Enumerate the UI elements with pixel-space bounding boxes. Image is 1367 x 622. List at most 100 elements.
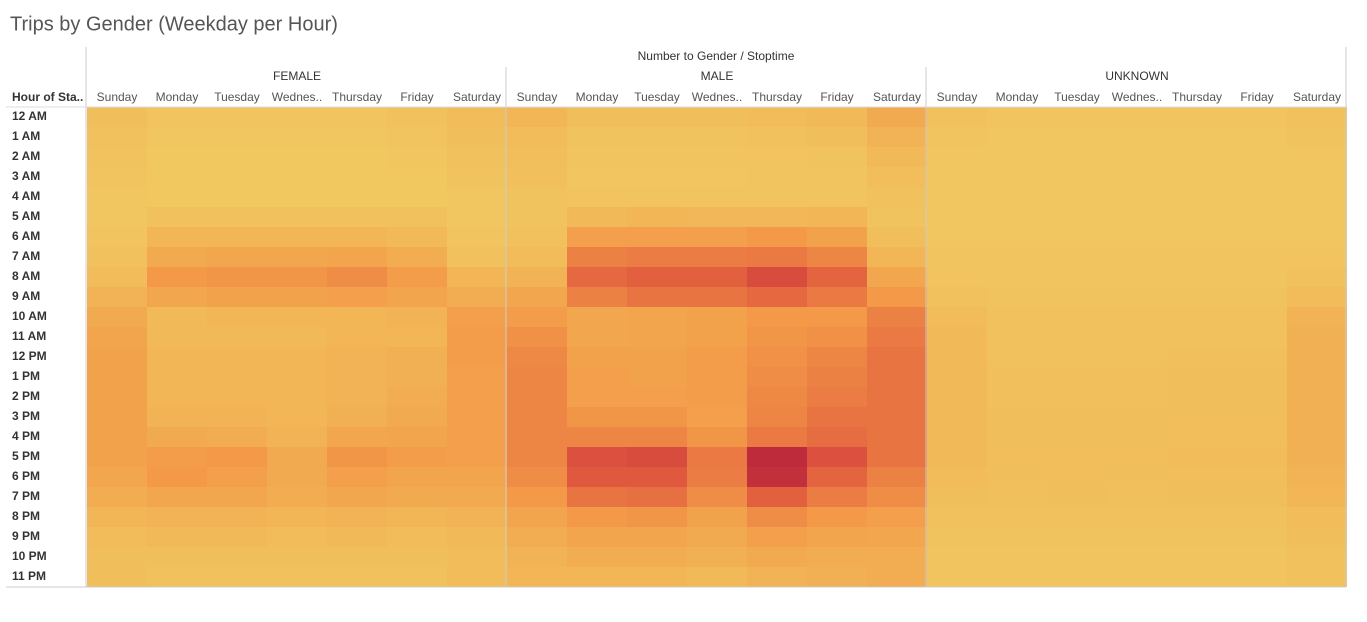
row-label: 9 PM xyxy=(12,529,40,543)
heat-cell xyxy=(687,527,747,547)
heat-cell xyxy=(387,187,447,207)
heat-cell xyxy=(327,267,387,287)
heat-cell xyxy=(567,187,627,207)
heat-cell xyxy=(1227,107,1287,127)
heat-cell xyxy=(207,207,267,227)
heat-cell xyxy=(1167,427,1227,447)
heat-cell xyxy=(507,167,567,187)
heat-cell xyxy=(747,127,807,147)
heat-cell xyxy=(927,267,987,287)
heat-cell xyxy=(447,427,507,447)
heat-cell xyxy=(687,127,747,147)
heat-cell xyxy=(267,407,327,427)
heat-cell xyxy=(387,467,447,487)
heat-cell xyxy=(207,167,267,187)
heat-cell xyxy=(747,187,807,207)
heat-cell xyxy=(1107,567,1167,587)
heat-cell xyxy=(1227,187,1287,207)
row-label: 1 AM xyxy=(12,129,40,143)
heat-cell xyxy=(447,527,507,547)
heat-cell xyxy=(327,187,387,207)
heat-cell xyxy=(1287,347,1347,367)
heat-cell xyxy=(627,407,687,427)
heat-cell xyxy=(147,367,207,387)
heat-cell xyxy=(1227,127,1287,147)
column-title: Number to Gender / Stoptime xyxy=(638,49,795,63)
heat-cell xyxy=(267,287,327,307)
heat-cell xyxy=(147,447,207,467)
heat-cell xyxy=(147,107,207,127)
heat-cell xyxy=(147,347,207,367)
heat-cell xyxy=(987,227,1047,247)
heat-cell xyxy=(327,107,387,127)
heat-cell xyxy=(507,227,567,247)
heat-cell xyxy=(687,407,747,427)
heat-cell xyxy=(147,187,207,207)
heat-cell xyxy=(87,167,147,187)
heat-cell xyxy=(867,507,927,527)
heat-cell xyxy=(927,347,987,367)
heat-cell xyxy=(207,527,267,547)
heat-cell xyxy=(627,447,687,467)
heat-cell xyxy=(147,407,207,427)
heat-cell xyxy=(867,147,927,167)
heat-cell xyxy=(387,527,447,547)
heat-cell xyxy=(387,387,447,407)
heat-cell xyxy=(507,207,567,227)
heat-cell xyxy=(1107,167,1167,187)
heat-cell xyxy=(447,147,507,167)
heat-cell xyxy=(147,267,207,287)
heat-cell xyxy=(927,487,987,507)
heat-cell xyxy=(447,327,507,347)
heat-cell xyxy=(1227,207,1287,227)
heat-cell xyxy=(1047,407,1107,427)
heat-cell xyxy=(987,307,1047,327)
heat-cell xyxy=(747,507,807,527)
heat-cell xyxy=(387,567,447,587)
heat-cell xyxy=(327,367,387,387)
row-label: 1 PM xyxy=(12,369,40,383)
heat-cell xyxy=(1047,487,1107,507)
heat-cell xyxy=(1047,367,1107,387)
heat-cell xyxy=(687,367,747,387)
heat-cell xyxy=(987,387,1047,407)
heat-cell xyxy=(1287,287,1347,307)
heat-cell xyxy=(87,187,147,207)
heat-cell xyxy=(567,327,627,347)
heat-cell xyxy=(1227,307,1287,327)
heat-cell xyxy=(567,287,627,307)
heat-cell xyxy=(447,287,507,307)
heat-cell xyxy=(327,507,387,527)
heat-cell xyxy=(1047,207,1107,227)
heat-cell xyxy=(807,567,867,587)
heat-cell xyxy=(867,367,927,387)
heat-cell xyxy=(207,147,267,167)
heat-cell xyxy=(267,307,327,327)
heat-cell xyxy=(807,407,867,427)
heat-cell xyxy=(327,307,387,327)
heat-cell xyxy=(1107,487,1167,507)
heat-cell xyxy=(207,287,267,307)
heat-cell xyxy=(147,527,207,547)
heat-cell xyxy=(1287,107,1347,127)
heat-cell xyxy=(327,327,387,347)
heat-cell xyxy=(807,207,867,227)
heat-cell xyxy=(867,107,927,127)
heat-cell xyxy=(687,227,747,247)
group-label: UNKNOWN xyxy=(1105,69,1168,83)
heat-cell xyxy=(1167,187,1227,207)
chart-title: Trips by Gender (Weekday per Hour) xyxy=(10,13,338,35)
heat-cell xyxy=(507,487,567,507)
heat-cell xyxy=(507,287,567,307)
heat-cell xyxy=(507,247,567,267)
heat-cell xyxy=(567,147,627,167)
heat-cell xyxy=(807,247,867,267)
heat-cell xyxy=(1047,387,1107,407)
heat-cell xyxy=(87,407,147,427)
heat-cell xyxy=(867,347,927,367)
heat-cell xyxy=(1107,547,1167,567)
heat-cell xyxy=(447,167,507,187)
heat-cell xyxy=(207,247,267,267)
